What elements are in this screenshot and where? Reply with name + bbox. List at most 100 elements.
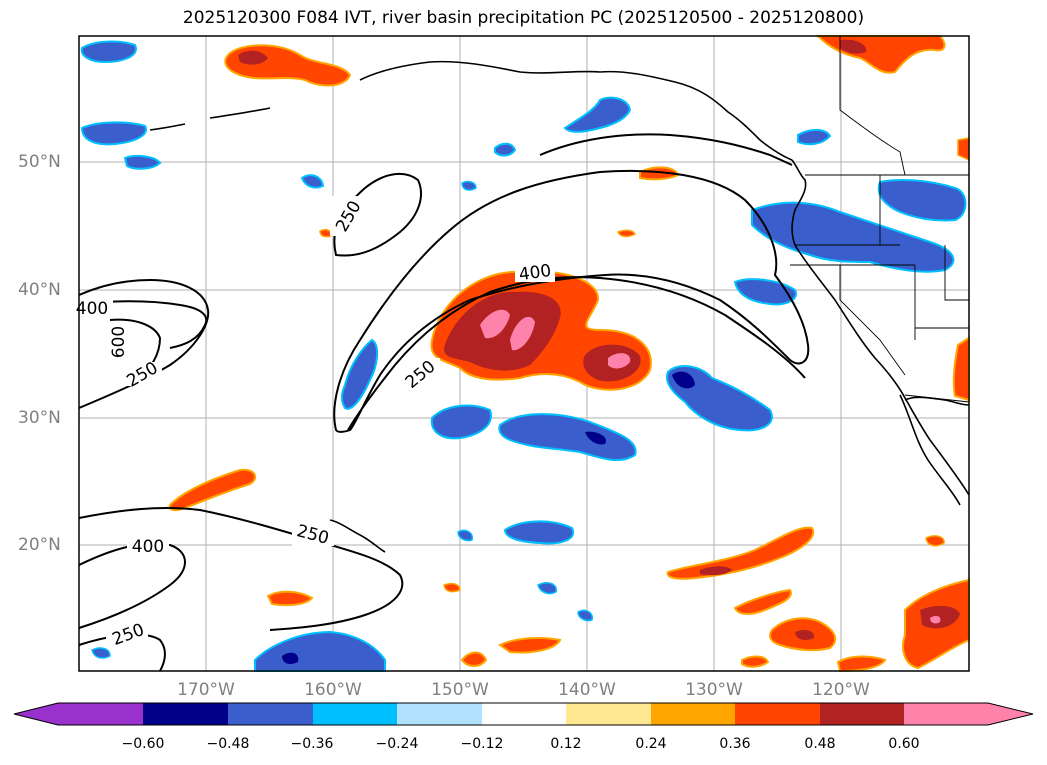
colorbar-tick-label: 0.36 [719, 736, 751, 752]
precip-negative-anomalies [80, 40, 967, 672]
negative-blob-south-central [430, 404, 492, 440]
coastline-bc [791, 159, 807, 246]
border-east-state [944, 245, 969, 301]
contour-250-north [539, 133, 793, 166]
contour-label: 400 [132, 537, 164, 557]
contour-label-bg-9 [106, 622, 148, 646]
map-frame [78, 35, 970, 672]
contour-400-west [78, 300, 208, 349]
political-borders [790, 36, 970, 403]
negative-blob-west-mid [341, 338, 378, 410]
colorbar-tick-label: 0.12 [550, 736, 582, 752]
colorbar-segment [228, 703, 314, 725]
colorbar [13, 702, 1034, 726]
negative-blob-w2 [123, 154, 162, 170]
positive-blob-east-peak [608, 353, 631, 369]
positive-blob-small-3 [925, 535, 945, 547]
contour-label-bg-5 [112, 322, 134, 362]
positive-blob-se-small [733, 588, 792, 615]
lat-label-50n: 50°N [18, 152, 61, 172]
coastline-hawaii [329, 519, 386, 553]
negative-blob-coast-inland [877, 179, 967, 222]
lon-label-170w: 170°W [177, 680, 235, 700]
colorbar-tick-label: −0.12 [460, 736, 504, 752]
colorbar-segment [735, 703, 821, 725]
colorbar-segment [143, 703, 229, 725]
negative-blob-south-central-core [585, 431, 606, 445]
border-ca-nv [839, 265, 906, 376]
negative-blob-nw [80, 40, 137, 64]
colorbar-extend-high [988, 703, 1033, 725]
contour-label-bg-1 [330, 196, 366, 236]
positive-blob-central-core [444, 291, 561, 371]
lon-label-130w: 130°W [685, 680, 743, 700]
negative-blob-small-b [461, 180, 477, 191]
lat-label-30n: 30°N [18, 408, 61, 428]
negative-blob-ne2 [494, 142, 517, 157]
positive-blob-central-peak [480, 309, 510, 339]
colorbar-tick-label: 0.48 [804, 736, 836, 752]
coastline-islands-2 [149, 123, 186, 131]
contour-label: 400 [518, 261, 553, 285]
contour-labels: 250 400 250 400 600 250 400 250 250 [76, 196, 555, 650]
colorbar-tick-label: −0.48 [206, 736, 250, 752]
contour-400-sw [78, 507, 404, 631]
negative-blob-south-central-2 [498, 413, 637, 462]
contour-250-sw-inner [78, 542, 186, 629]
lon-label-120w: 120°W [812, 680, 870, 700]
positive-blob-se-2-core [795, 630, 815, 640]
colorbar-segment [482, 703, 568, 725]
colorbar-tick-label: −0.60 [121, 736, 165, 752]
lat-label-20n: 20°N [18, 535, 61, 555]
map-title: 2025120300 F084 IVT, river basin precipi… [182, 8, 865, 28]
colorbar-tick-label: −0.24 [375, 736, 419, 752]
positive-blob-north-core [238, 50, 268, 65]
colorbar-segment [397, 703, 483, 725]
lat-label-40n: 40°N [18, 280, 61, 300]
positive-blob-small-4 [443, 582, 461, 593]
contour-label-bg-2 [515, 262, 555, 282]
negative-blob-small-e [91, 647, 111, 659]
precip-positive-anomalies [168, 35, 970, 673]
negative-blob-small-d [577, 609, 594, 622]
colorbar-tick-label: 0.60 [888, 736, 920, 752]
positive-blob-small-5 [319, 228, 332, 238]
lon-label-140w: 140°W [558, 680, 616, 700]
negative-blob-ne1 [563, 96, 632, 133]
border-canada-interior [839, 36, 906, 176]
positive-blob-se-band [666, 526, 815, 580]
positive-blob-sw-peak [930, 615, 941, 624]
coastline-alaska [359, 60, 793, 161]
contour-label-bg-4 [79, 298, 113, 318]
contour-label-bg-8 [292, 522, 334, 546]
coastlines [149, 60, 970, 553]
positive-blob-small-1 [266, 590, 314, 607]
lon-label-160w: 160°W [304, 680, 362, 700]
coastline-baja [899, 394, 961, 506]
positive-blob-bottom-2 [460, 651, 488, 667]
negative-blob-w [80, 121, 147, 146]
negative-blob-ne3 [797, 128, 832, 146]
positive-blob-right-mid [952, 336, 970, 402]
contour-label: 600 [109, 326, 129, 358]
negative-blob-south-2 [503, 520, 575, 545]
negative-blob-small-a [300, 174, 325, 189]
coastline-west-us [794, 244, 970, 496]
map-canvas: 250 400 250 400 600 250 400 250 250 [76, 35, 970, 673]
colorbar-segment [566, 703, 652, 725]
positive-blob-bottom-1 [498, 636, 562, 654]
colorbar-tick-label: 0.24 [635, 736, 667, 752]
positive-blob-bottom-4 [741, 655, 770, 668]
coastline-islands-1 [209, 107, 271, 119]
border-mexico-us [904, 394, 970, 403]
colorbar-segment [651, 703, 737, 725]
contour-250-sw-low [78, 633, 166, 672]
positive-blob-central-peak2 [510, 316, 535, 351]
contour-label-bg-6 [122, 362, 162, 386]
colorbar-segment [904, 703, 990, 725]
contour-label-bg-3 [402, 358, 440, 388]
colorbar-segment [313, 703, 399, 725]
positive-blob-west [168, 468, 257, 512]
colorbar-outline [13, 702, 1034, 726]
colorbar-segment [820, 703, 906, 725]
